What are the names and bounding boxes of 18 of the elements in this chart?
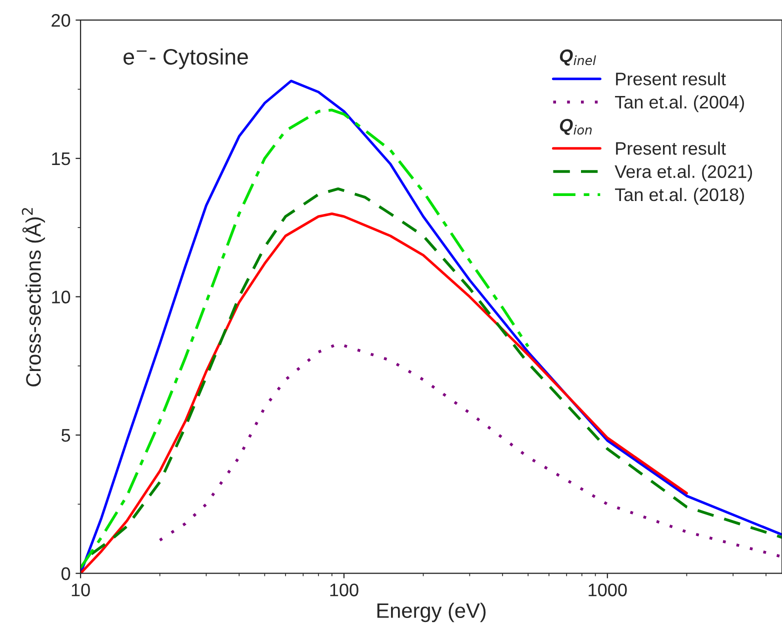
x-axis-title: Energy (eV): [377, 602, 486, 622]
legend-label: Tan et.al. (2018): [615, 188, 744, 205]
x-tick-label: 1000: [588, 584, 627, 596]
annotation: Q$_{ion}$: [560, 118, 592, 136]
legend-label: Vera et.al. (2021): [614, 164, 752, 182]
y-tick-label: 20: [52, 14, 70, 27]
legend-label: Present result: [616, 142, 726, 155]
y-axis-title: Cross-sections (Å)$^{2}$: [22, 208, 45, 386]
y-tick-label: 0: [61, 567, 70, 580]
x-tick-label: 10: [72, 584, 90, 596]
y-tick-label: 5: [62, 429, 70, 442]
x-tick-label: 100: [330, 584, 358, 596]
y-tick-label: 10: [52, 290, 70, 304]
text: e$^{−}$- Cytosine: [124, 48, 248, 70]
legend-label: Present result: [616, 72, 726, 86]
y-tick-label: 15: [52, 152, 70, 166]
annotation: Q$_{inel}$: [560, 49, 596, 66]
legend-label: Tan et.al. (2004): [615, 95, 744, 112]
